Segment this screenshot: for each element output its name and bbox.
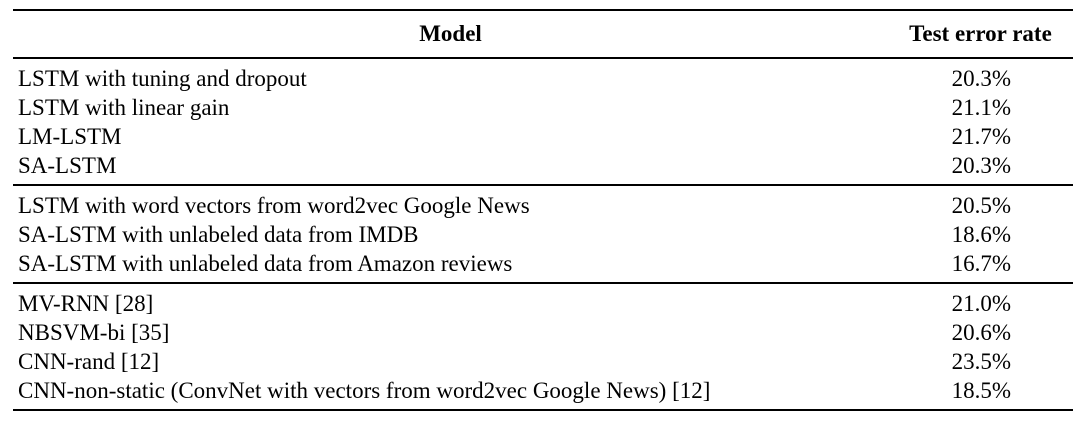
- error-rate-cell: 20.5%: [951, 193, 1011, 218]
- table-row: LSTM with tuning and dropout 20.3%: [13, 58, 1073, 93]
- model-cell: MV-RNN [28]: [18, 291, 154, 316]
- results-table-container: Model Test error rate LSTM with tuning a…: [13, 9, 1073, 411]
- table-row: CNN-non-static (ConvNet with vectors fro…: [13, 376, 1073, 410]
- error-rate-cell: 23.5%: [951, 349, 1011, 374]
- model-cell: NBSVM-bi [35]: [18, 320, 170, 345]
- table-row: SA-LSTM with unlabeled data from Amazon …: [13, 249, 1073, 283]
- table-group-3: MV-RNN [28] 21.0% NBSVM-bi [35] 20.6% CN…: [13, 283, 1073, 410]
- error-rate-cell: 21.7%: [951, 124, 1011, 149]
- header-model: Model: [419, 21, 482, 46]
- table-row: SA-LSTM with unlabeled data from IMDB 18…: [13, 220, 1073, 249]
- table-row: LSTM with linear gain 21.1%: [13, 93, 1073, 122]
- model-cell: CNN-non-static (ConvNet with vectors fro…: [18, 378, 711, 403]
- model-cell: LSTM with linear gain: [18, 95, 230, 120]
- table-row: LSTM with word vectors from word2vec Goo…: [13, 185, 1073, 220]
- error-rate-cell: 20.3%: [951, 66, 1011, 91]
- error-rate-cell: 20.3%: [951, 153, 1011, 178]
- table-row: SA-LSTM 20.3%: [13, 151, 1073, 185]
- table-row: CNN-rand [12] 23.5%: [13, 347, 1073, 376]
- error-rate-cell: 18.5%: [951, 378, 1011, 403]
- table-group-1: LSTM with tuning and dropout 20.3% LSTM …: [13, 58, 1073, 185]
- model-cell: CNN-rand [12]: [18, 349, 160, 374]
- model-cell: SA-LSTM with unlabeled data from IMDB: [18, 222, 419, 247]
- table-row: NBSVM-bi [35] 20.6%: [13, 318, 1073, 347]
- error-rate-cell: 21.1%: [951, 95, 1011, 120]
- table-header-row: Model Test error rate: [13, 10, 1073, 58]
- error-rate-cell: 16.7%: [951, 251, 1011, 276]
- results-table: Model Test error rate LSTM with tuning a…: [13, 9, 1073, 411]
- model-cell: SA-LSTM with unlabeled data from Amazon …: [18, 251, 513, 276]
- table-row: LM-LSTM 21.7%: [13, 122, 1073, 151]
- model-cell: LSTM with tuning and dropout: [18, 66, 307, 91]
- table-row: MV-RNN [28] 21.0%: [13, 283, 1073, 318]
- error-rate-cell: 20.6%: [951, 320, 1011, 345]
- model-cell: SA-LSTM: [18, 153, 117, 178]
- error-rate-cell: 21.0%: [951, 291, 1011, 316]
- table-group-2: LSTM with word vectors from word2vec Goo…: [13, 185, 1073, 283]
- model-cell: LSTM with word vectors from word2vec Goo…: [18, 193, 530, 218]
- error-rate-cell: 18.6%: [951, 222, 1011, 247]
- model-cell: LM-LSTM: [18, 124, 122, 149]
- header-test-error-rate: Test error rate: [909, 21, 1052, 46]
